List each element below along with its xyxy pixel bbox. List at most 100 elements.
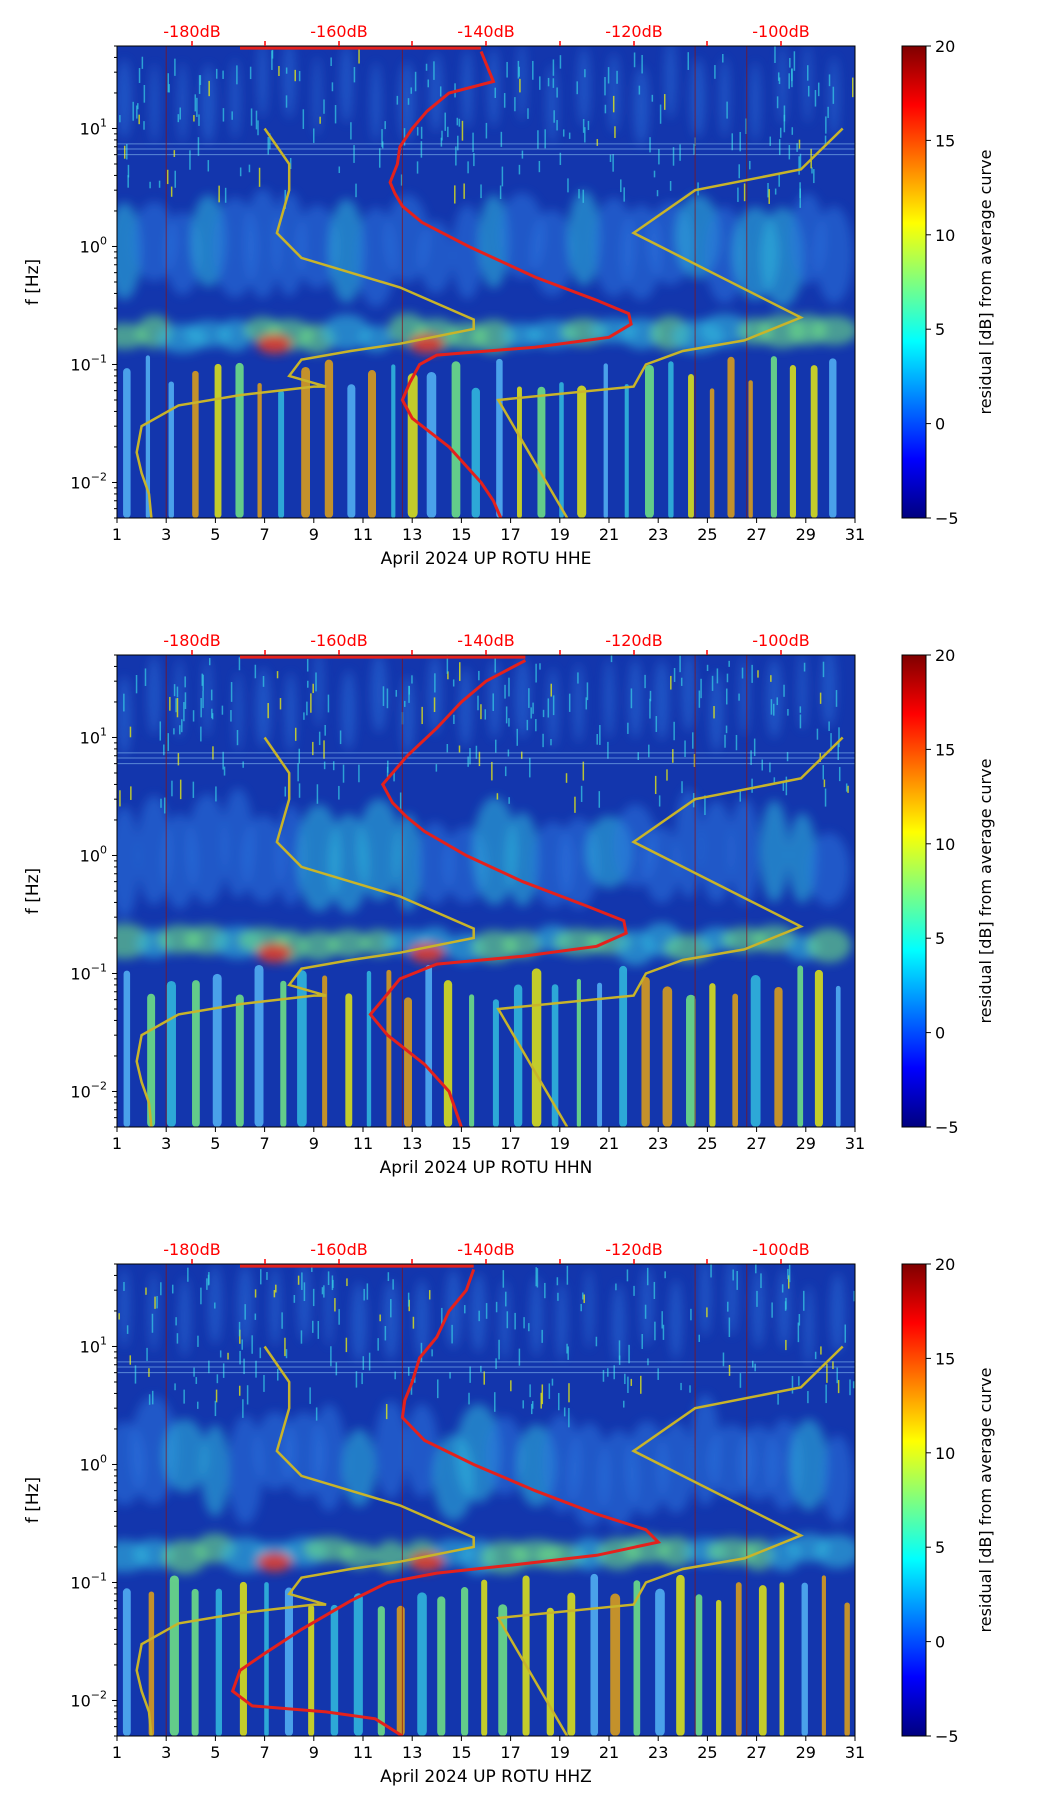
x-tick-label: 3 [161,1134,171,1153]
top-db-tick-label: -120dB [605,1240,662,1259]
y-tick-label: 10−2 [70,470,107,492]
spectrogram-image [117,46,855,518]
colorbar-tick-label: 0 [935,1024,945,1043]
y-axis-label: f [Hz] [23,1477,43,1523]
low-noise-model-curve [135,1345,475,1736]
x-tick-label: 7 [260,525,270,544]
x-tick-label: 29 [796,1743,816,1762]
x-tick-label: 25 [697,1743,717,1762]
x-tick-label: 7 [260,1743,270,1762]
colorbar-tick-label: 5 [935,1538,945,1557]
x-tick-label: 5 [210,1134,220,1153]
high-noise-model-curve [496,127,844,518]
y-tick-exponent: 1 [100,725,107,738]
colorbar: 20 15 10 5 0 −5 residual [dB] from average cur… [901,37,995,528]
spectrogram-blobs [117,655,852,966]
x-tick-label: 1 [112,525,122,544]
colorbar-label: residual [dB] from average curve [976,150,995,415]
x-tick-label: 21 [599,525,619,544]
colorbar: 20 15 10 5 0 −5 residual [dB] from average cur… [901,646,995,1137]
y-tick-base: 10 [70,1082,90,1101]
y-tick-base: 10 [80,237,100,256]
top-db-tick-label: -160dB [310,1240,367,1259]
high-noise-model-curve [496,736,844,1127]
y-tick-exponent: 1 [100,1334,107,1347]
top-db-tick-label: -160dB [310,631,367,650]
x-tick-label: 29 [796,525,816,544]
low-noise-model-curve [135,127,475,518]
y-tick-base: 10 [80,846,100,865]
colorbar-gradient [901,654,927,1128]
colorbar-tick-label: 10 [935,1444,955,1463]
low-frequency-streaks [123,355,837,518]
high-frequency-speckle [117,46,855,209]
top-db-tick-label: -180dB [163,1240,220,1259]
spectrogram-image [117,655,855,1127]
y-tick-exponent: 0 [100,843,107,856]
top-db-tick-label: -140dB [457,22,514,41]
colorbar-tick-label: 10 [935,835,955,854]
x-tick-label: 1 [112,1134,122,1153]
x-tick-label: 15 [451,525,471,544]
x-tick-label: 23 [648,1743,668,1762]
colorbar-tick-label: −5 [935,1118,959,1137]
y-tick-exponent: −2 [91,1079,107,1092]
x-tick-label: 5 [210,1743,220,1762]
colorbar-tick-label: 0 [935,415,945,434]
colorbar-tick-label: 20 [935,37,955,56]
y-tick-base: 10 [80,119,100,138]
x-tick-label: 31 [845,1743,865,1762]
y-tick-exponent: 1 [100,116,107,129]
x-tick-label: 1 [112,1743,122,1762]
colorbar-tick-label: 15 [935,1349,955,1368]
y-tick-exponent: 0 [100,234,107,247]
y-tick-label: 10−1 [70,1570,107,1592]
top-db-tick-label: -100dB [752,631,809,650]
top-db-tick-label: -180dB [163,22,220,41]
colorbar-tick-label: −5 [935,1727,959,1746]
high-frequency-speckle [117,655,855,816]
colorbar-tick-label: 15 [935,131,955,150]
top-db-tick-label: -140dB [457,1240,514,1259]
x-tick-label: 9 [309,1743,319,1762]
x-tick-label: 9 [309,525,319,544]
colorbar-tick-label: −5 [935,509,959,528]
x-tick-label: 13 [402,1743,422,1762]
top-db-tick-label: -160dB [310,22,367,41]
x-tick-label: 27 [746,1743,766,1762]
y-axis-label: f [Hz] [23,868,43,914]
x-tick-label: 23 [648,1134,668,1153]
x-tick-label: 13 [402,525,422,544]
y-tick-exponent: −2 [91,470,107,483]
top-db-tick-label: -100dB [752,22,809,41]
y-tick-label: 101 [80,725,107,747]
top-db-axis: -180dB -160dB -140dB -120dB -100dB [163,631,810,655]
y-tick-exponent: −2 [91,1688,107,1701]
top-db-tick-label: -120dB [605,22,662,41]
x-tick-label: 29 [796,1134,816,1153]
colorbar-gradient [901,45,927,519]
x-tick-label: 31 [845,1134,865,1153]
x-axis-label: April 2024 UP ROTU HHZ [380,1767,592,1787]
y-tick-base: 10 [80,1455,100,1474]
y-tick-base: 10 [70,1573,90,1592]
colorbar-tick-label: 20 [935,646,955,665]
y-tick-base: 10 [80,1337,100,1356]
top-db-tick-label: -180dB [163,631,220,650]
top-db-tick-label: -100dB [752,1240,809,1259]
y-tick-exponent: −1 [91,961,107,974]
x-tick-label: 27 [746,1134,766,1153]
colorbar-tick-label: 15 [935,740,955,759]
y-tick-label: 10−1 [70,961,107,983]
psd-curve [388,50,633,518]
y-tick-label: 100 [80,234,107,256]
y-tick-base: 10 [70,355,90,374]
x-tick-label: 3 [161,525,171,544]
y-tick-base: 10 [70,473,90,492]
x-tick-label: 11 [353,1743,373,1762]
